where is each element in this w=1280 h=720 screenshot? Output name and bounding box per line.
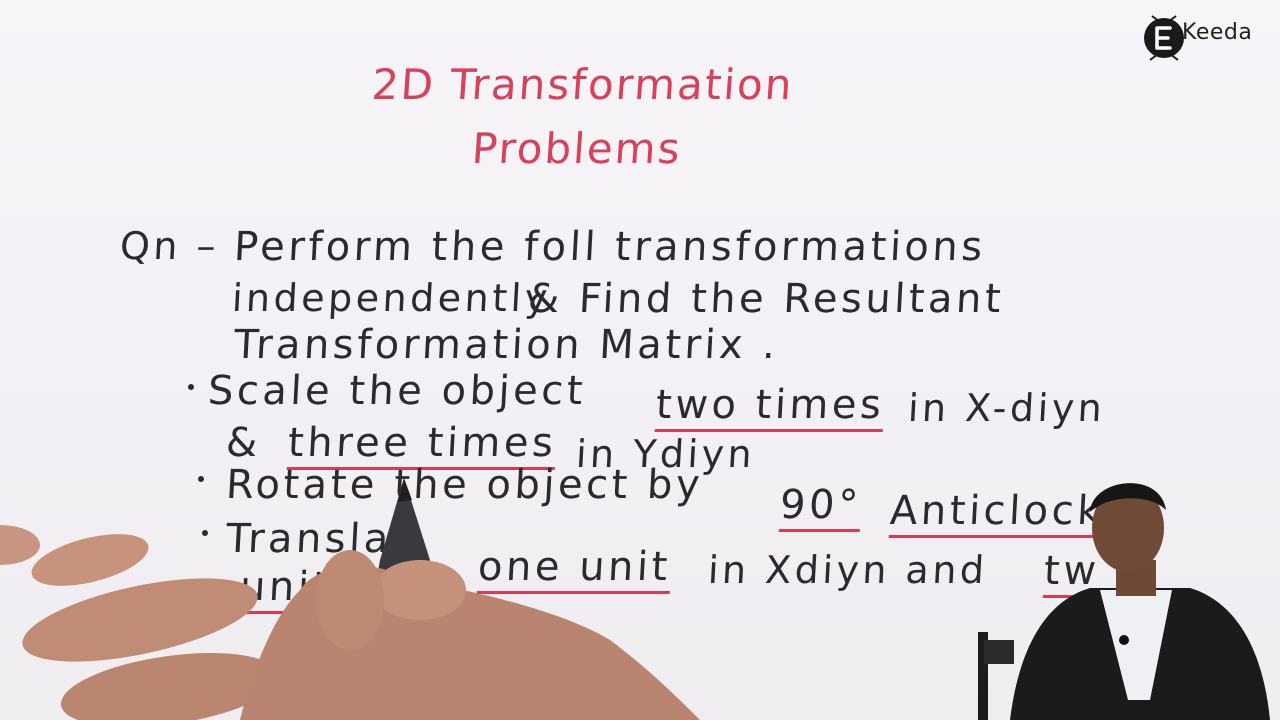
- ekeeda-logo: Keeda: [1140, 4, 1270, 70]
- logo-text: Keeda: [1182, 20, 1253, 45]
- bullet-dot-3: [202, 530, 208, 536]
- ekeeda-logo-mark-icon: [1144, 15, 1184, 61]
- bullet-dot-1: [188, 384, 194, 390]
- bullet-dot-2: [198, 476, 204, 482]
